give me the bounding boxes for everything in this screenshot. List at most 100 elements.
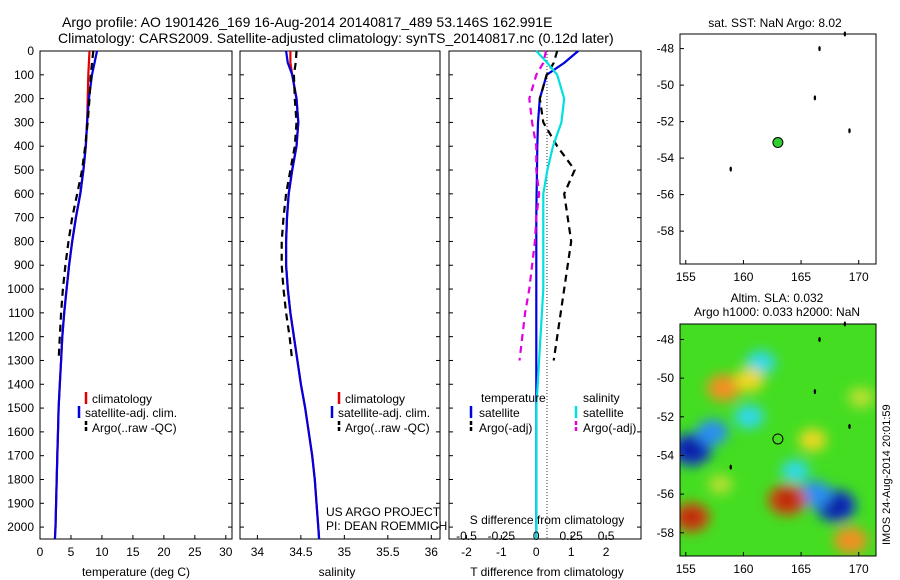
y-tick-label: 600 xyxy=(14,187,34,201)
island-mark xyxy=(848,128,851,134)
project-annotation-2: PI: DEAN ROEMMICH xyxy=(326,519,447,533)
y-tick-label: 1800 xyxy=(7,472,34,486)
sla-anomaly-core xyxy=(825,497,846,514)
x-tick-label: 10 xyxy=(95,545,109,559)
sst-map-title: sat. SST: NaN Argo: 8.02 xyxy=(708,16,842,30)
x-tick-label: 5 xyxy=(68,545,75,559)
secondary-tick-label: 0.5 xyxy=(598,529,615,543)
y-tick-label: 400 xyxy=(14,139,34,153)
sla-anomaly-core xyxy=(777,492,797,508)
y-tick-label: 1100 xyxy=(8,306,34,320)
secondary-tick-label: -0.5 xyxy=(456,529,477,543)
map-x-tick-label: 170 xyxy=(849,270,869,284)
map-y-tick-label: -52 xyxy=(657,115,675,129)
legend-label-sal-argo: Argo(-adj) xyxy=(583,421,636,435)
map-x-tick-label: 155 xyxy=(676,270,696,284)
island-mark xyxy=(813,95,817,101)
sla-map-title-2: Argo h1000: 0.033 h2000: NaN xyxy=(694,305,860,319)
legend-label-satellite: satellite-adj. clim. xyxy=(338,406,430,420)
sla-anomaly-core xyxy=(681,441,702,458)
island-mark xyxy=(843,321,847,327)
sst-map-panel: sat. SST: NaN Argo: 8.02 155 160 165 170 -48… xyxy=(657,16,877,284)
difference-axes-frame xyxy=(448,50,642,540)
y-tick-label: 1900 xyxy=(7,496,34,510)
y-tick-label: 0 xyxy=(27,44,34,58)
map-y-tick-label: -54 xyxy=(657,151,675,165)
project-annotation-1: US ARGO PROJECT xyxy=(326,505,441,519)
x-tick-label: 20 xyxy=(157,545,171,559)
map-y-tick-label: -58 xyxy=(657,224,675,238)
difference-panel: -2 -1 0 1 2 T difference from climatology S … xyxy=(448,50,642,579)
sla-anomaly-blob xyxy=(708,474,733,495)
x-tick-label: 34.5 xyxy=(289,545,313,559)
y-tick-label: 900 xyxy=(14,258,34,272)
series-line-satellite-salinity xyxy=(535,50,566,539)
y-tick-label: 2000 xyxy=(7,520,34,534)
secondary-tick-label: 0 xyxy=(533,529,540,543)
sla-map-panel: Altim. SLA: 0.032 Argo h1000: 0.033 h200… xyxy=(657,291,877,576)
y-tick-label: 1500 xyxy=(7,401,34,415)
series-line-argo-adj-salinity xyxy=(518,50,548,361)
argo-position-marker xyxy=(772,137,784,149)
header-line-1: Argo profile: AO 1901426_169 16-Aug-2014… xyxy=(62,14,552,30)
sla-anomaly-core xyxy=(682,510,701,525)
y-tick-label: 1300 xyxy=(7,353,34,367)
legend-label-sal-satellite: satellite xyxy=(583,406,624,420)
difference-xlabel-top: S difference from climatology xyxy=(470,513,625,527)
map-y-tick-label: -54 xyxy=(657,448,675,462)
x-tick-label: -2 xyxy=(461,545,472,559)
map-y-tick-label: -50 xyxy=(657,371,675,385)
temperature-xlabel: temperature (deg C) xyxy=(82,565,190,579)
legend-group-temperature: temperature xyxy=(481,391,546,405)
sst-map-frame xyxy=(679,33,877,265)
map-x-tick-label: 155 xyxy=(676,562,696,576)
map-x-tick-label: 165 xyxy=(791,562,811,576)
x-tick-label: 1 xyxy=(568,545,575,559)
sla-map-frame xyxy=(679,323,877,557)
sla-anomaly-blob xyxy=(833,526,868,555)
secondary-tick-label: 0.25 xyxy=(560,529,584,543)
map-y-tick-label: -58 xyxy=(657,526,675,540)
temperature-axes-frame xyxy=(39,50,233,540)
map-x-tick-label: 165 xyxy=(791,270,811,284)
island-mark xyxy=(813,389,817,395)
y-tick-label: 1600 xyxy=(7,425,34,439)
series-line-argo-raw-qc xyxy=(57,50,95,361)
legend-label-climatology: climatology xyxy=(92,392,152,406)
secondary-tick-label: -0.25 xyxy=(488,529,516,543)
y-tick-label: 1000 xyxy=(7,282,34,296)
x-tick-label: 36 xyxy=(425,545,439,559)
island-mark xyxy=(818,46,821,52)
y-tick-label: 1200 xyxy=(7,330,34,344)
imos-watermark: IMOS 24-Aug-2014 20:01:59 xyxy=(881,404,893,545)
x-tick-label: 35 xyxy=(338,545,352,559)
x-tick-label: 0 xyxy=(533,545,540,559)
sla-anomaly-blob xyxy=(848,387,875,408)
x-tick-label: -1 xyxy=(496,545,507,559)
x-tick-label: 35.5 xyxy=(376,545,400,559)
map-x-tick-label: 170 xyxy=(849,562,869,576)
map-y-tick-label: -56 xyxy=(657,188,675,202)
y-tick-label: 800 xyxy=(14,234,34,248)
sla-map-title-1: Altim. SLA: 0.032 xyxy=(731,291,824,305)
y-tick-label: 700 xyxy=(14,211,34,225)
map-y-tick-label: -50 xyxy=(657,78,675,92)
y-tick-label: 1700 xyxy=(7,449,34,463)
y-tick-label: 1400 xyxy=(7,377,34,391)
header-line-2: Climatology: CARS2009. Satellite-adjuste… xyxy=(58,30,614,46)
island-mark xyxy=(729,166,732,172)
salinity-axes-frame xyxy=(239,50,441,540)
temperature-panel: 0 5 10 15 20 25 300100200300400500600700800900… xyxy=(7,44,233,579)
island-mark xyxy=(729,464,732,470)
sla-anomaly-blob xyxy=(734,368,765,393)
salinity-panel: 34 34.5 35 35.5 36 salinity climatology sate… xyxy=(239,50,447,579)
legend-label-temp-argo: Argo(-adj) xyxy=(479,421,532,435)
difference-xlabel-bottom: T difference from climatology xyxy=(470,565,624,579)
legend-label-climatology: climatology xyxy=(345,392,405,406)
sla-anomaly-blob xyxy=(797,480,832,508)
island-mark xyxy=(843,31,847,37)
series-line-argo-raw-qc xyxy=(280,50,298,361)
salinity-xlabel: salinity xyxy=(319,565,356,579)
series-line-satellite-adj-clim xyxy=(285,50,321,540)
